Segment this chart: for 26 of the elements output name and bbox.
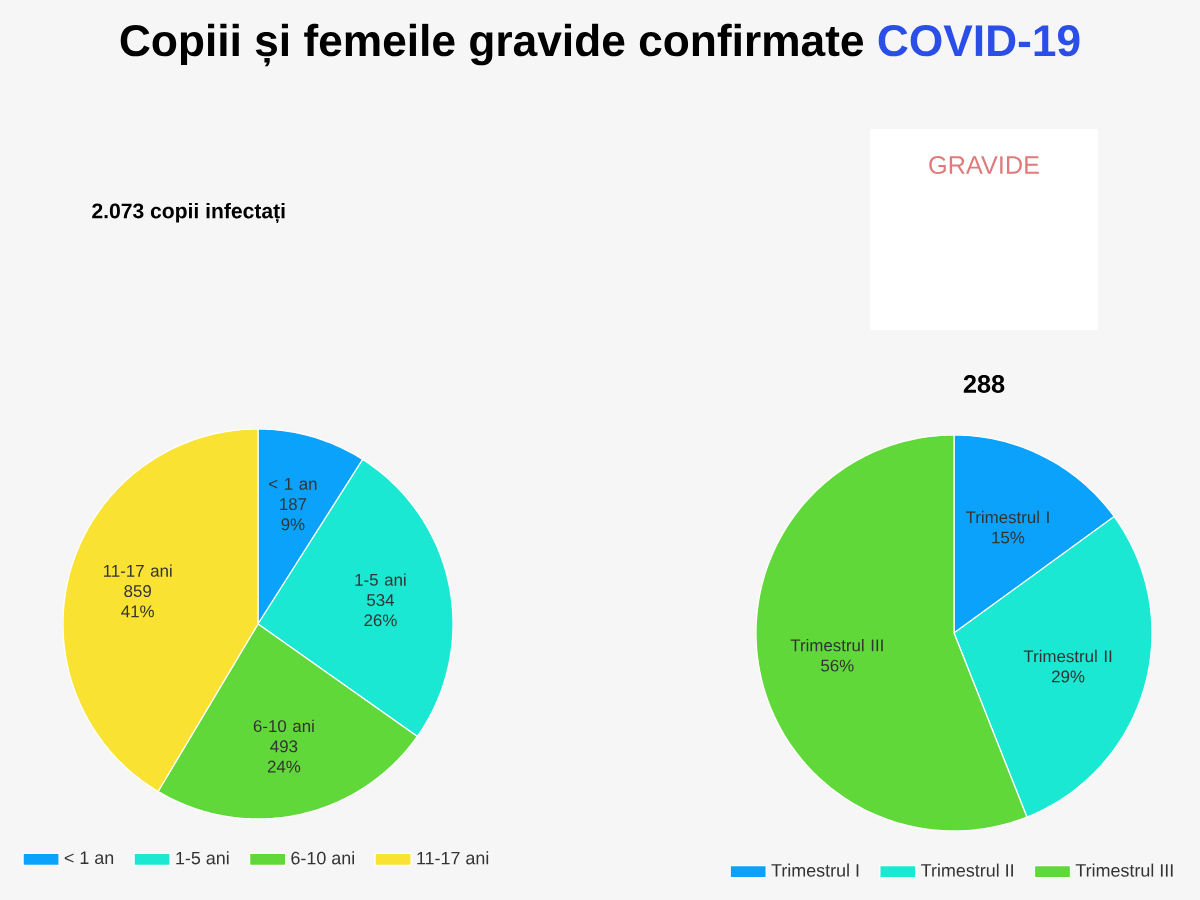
slice-label: Trimestrul II [1023, 649, 1112, 663]
data-label: 493 24% [267, 740, 301, 773]
slice-label: 11-17 ani [103, 564, 172, 577]
data-label: 534 26% [364, 594, 397, 627]
slice-label: 1-5 ani [355, 573, 406, 586]
chart-title: Copiii și femeile gravide confirmate [120, 23, 864, 67]
text: GRAVIDE [929, 156, 1039, 174]
legend-label: 6-10 ani [291, 851, 354, 865]
legend-label: Trimestrul II [921, 863, 1013, 877]
chart-subtitle: 2.073 copii infectați [92, 202, 285, 224]
data-label: 15% [992, 531, 1025, 544]
slice-label: 6-10 ani [253, 719, 314, 733]
data-label: 56% [821, 659, 854, 672]
data-label: 29% [1052, 670, 1085, 683]
legend-label: 1-5 ani [176, 851, 229, 865]
chart-title: 288 [963, 375, 1005, 393]
text: COVID-19 [878, 24, 1080, 57]
legend-label: Trimestrul III [1075, 863, 1173, 877]
data-label: 187 9% [280, 498, 307, 531]
slice-label: Trimestrul III [790, 638, 883, 652]
legend-label: < 1 an [64, 851, 114, 865]
legend-label: Trimestrul I [771, 863, 859, 877]
slice-label: < 1 an [269, 478, 317, 490]
data-label: 859 41% [121, 585, 154, 618]
slice-label: Trimestrul I [965, 510, 1049, 524]
legend-label: 11-17 ani [417, 851, 489, 865]
